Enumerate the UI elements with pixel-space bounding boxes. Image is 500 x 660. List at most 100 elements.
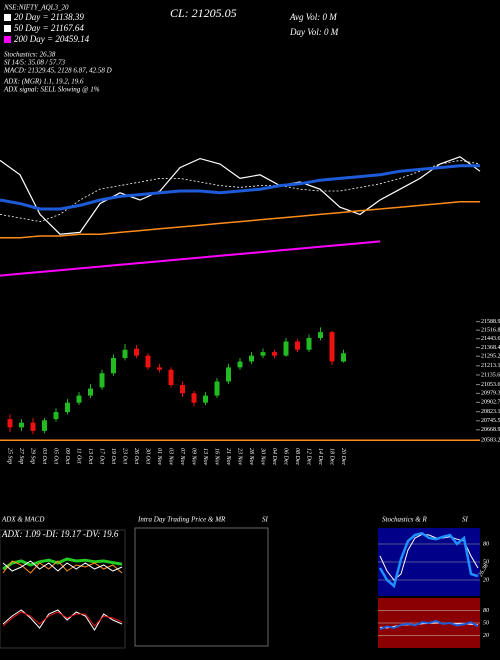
- x-tick-label: 03 Nov: [168, 448, 174, 466]
- panel-title: Intra Day Trading Price & MR: [137, 516, 226, 524]
- candle-body: [42, 420, 47, 431]
- x-tick-label: 30 Oct: [145, 447, 151, 464]
- legend-swatch: [4, 36, 11, 43]
- candle-body: [88, 388, 93, 396]
- x-tick-label: 11 Oct: [76, 448, 82, 464]
- candle-body: [53, 412, 59, 420]
- candle-body: [122, 349, 128, 358]
- candle-body: [272, 352, 277, 356]
- line: [378, 531, 479, 589]
- stat: MACD: 21329.45, 2128 6.87, 42.58 D: [3, 67, 112, 75]
- x-tick-label: 20 Dec: [340, 448, 346, 465]
- legend-text: 20 Day = 21138.39: [14, 12, 84, 22]
- day-vol: Day Vol: 0 M: [289, 27, 339, 37]
- last-value: 26.38: [478, 563, 490, 578]
- y-tick-label: 20: [483, 633, 489, 639]
- line: [2, 557, 123, 571]
- panel-title: ADX & MACD: [1, 516, 44, 524]
- legend-swatch: [4, 14, 11, 21]
- y-tick-label: 80: [483, 541, 489, 547]
- candle-body: [295, 341, 300, 350]
- legend-text: 50 Day = 21167.64: [14, 23, 84, 33]
- y-tick-label: 20823.15: [481, 409, 500, 415]
- candle-body: [191, 393, 197, 403]
- x-tick-label: 23 Oct: [122, 448, 128, 464]
- x-tick-label: 09 Oct: [64, 448, 70, 464]
- x-tick-label: 17 Oct: [99, 448, 105, 464]
- candle-body: [145, 355, 151, 368]
- candle-body: [249, 355, 254, 362]
- x-tick-label: 29 Sep: [30, 448, 36, 464]
- x-tick-label: 28 Nov: [248, 448, 254, 466]
- x-tick-label: 12 Dec: [306, 448, 312, 465]
- panel-title: SI: [262, 516, 269, 524]
- candle-body: [318, 332, 323, 338]
- y-tick-label: 21368.45: [481, 345, 500, 351]
- x-tick-label: 13 Nov: [202, 448, 208, 466]
- y-tick-label: 20583.25: [481, 437, 500, 443]
- x-tick-label: 09 Nov: [191, 448, 197, 466]
- panel-title: Stochastics & R: [382, 516, 427, 524]
- y-tick-label: 21295.25: [481, 354, 500, 360]
- candle-body: [19, 422, 24, 428]
- y-tick-label: 50: [483, 559, 489, 565]
- legend-swatch: [4, 25, 11, 32]
- y-tick-label: 20: [483, 577, 489, 583]
- x-tick-label: 13 Oct: [87, 448, 93, 464]
- candle-body: [226, 367, 231, 382]
- stat: ADX signal: SELL Slowing @ 1%: [3, 86, 100, 94]
- x-tick-label: 30 Nov: [260, 447, 266, 466]
- x-tick-label: 16 Nov: [214, 448, 220, 466]
- candle-body: [341, 353, 346, 362]
- candle-body: [180, 385, 185, 394]
- candle-body: [237, 361, 243, 368]
- candle-body: [214, 381, 220, 396]
- stat: Stochastics: 26.38: [4, 51, 56, 59]
- x-tick-label: 05 Oct: [53, 448, 59, 464]
- candle-body: [203, 395, 208, 403]
- x-tick-label: 25 Sep: [7, 448, 13, 464]
- y-tick-label: 21213.15: [481, 363, 500, 369]
- candle-body: [283, 341, 289, 356]
- y-tick-label: 21443.65: [481, 336, 500, 342]
- line: [0, 164, 480, 211]
- candle-body: [111, 357, 116, 374]
- x-tick-label: 23 Nov: [237, 448, 243, 466]
- candle-body: [134, 348, 139, 356]
- line: [379, 619, 479, 631]
- panel-title: SI: [462, 516, 469, 524]
- x-tick-label: 19 Oct: [110, 448, 116, 464]
- line: [0, 240, 381, 277]
- candle-body: [30, 422, 36, 431]
- x-tick-label: 21 Nov: [225, 448, 231, 466]
- adx-text: ADX: 1.09 -DI: 19.17 -DV: 19.6: [1, 529, 119, 539]
- y-tick-label: 80: [483, 608, 489, 614]
- candle-body: [65, 402, 70, 413]
- x-tick-label: 07 Nov: [179, 448, 185, 466]
- y-tick-label: 21588.95: [481, 319, 500, 325]
- line: [2, 560, 123, 572]
- candle-body: [76, 395, 82, 403]
- y-tick-label: 20668.95: [481, 427, 500, 433]
- candle-body: [157, 367, 162, 370]
- symbol: NSE:NIFTY_AQL3_20: [3, 4, 69, 12]
- line: [0, 159, 481, 223]
- candle-body: [260, 352, 266, 356]
- candle-body: [306, 337, 312, 350]
- stat: ADX: (MGR) 1.1, 19.2, 19.6: [3, 78, 84, 86]
- intraday-panel: [134, 527, 269, 647]
- x-tick-label: 08 Dec: [294, 448, 300, 465]
- line: [2, 611, 123, 627]
- x-tick-label: 27 Sep: [18, 448, 24, 464]
- y-tick-label: 21516.85: [481, 328, 500, 334]
- candle-body: [7, 419, 13, 428]
- legend-text: 200 Day = 20459.14: [14, 34, 90, 44]
- x-tick-label: 06 Dec: [283, 448, 289, 465]
- y-tick-label: 50: [483, 620, 489, 626]
- x-tick-label: 03 Oct: [41, 448, 47, 464]
- x-tick-label: 01 Nov: [156, 448, 162, 466]
- x-tick-label: 04 Dec: [271, 448, 278, 465]
- candle-body: [329, 332, 335, 362]
- y-tick-label: 20745.55: [481, 418, 500, 424]
- y-tick-label: 20902.75: [481, 400, 500, 406]
